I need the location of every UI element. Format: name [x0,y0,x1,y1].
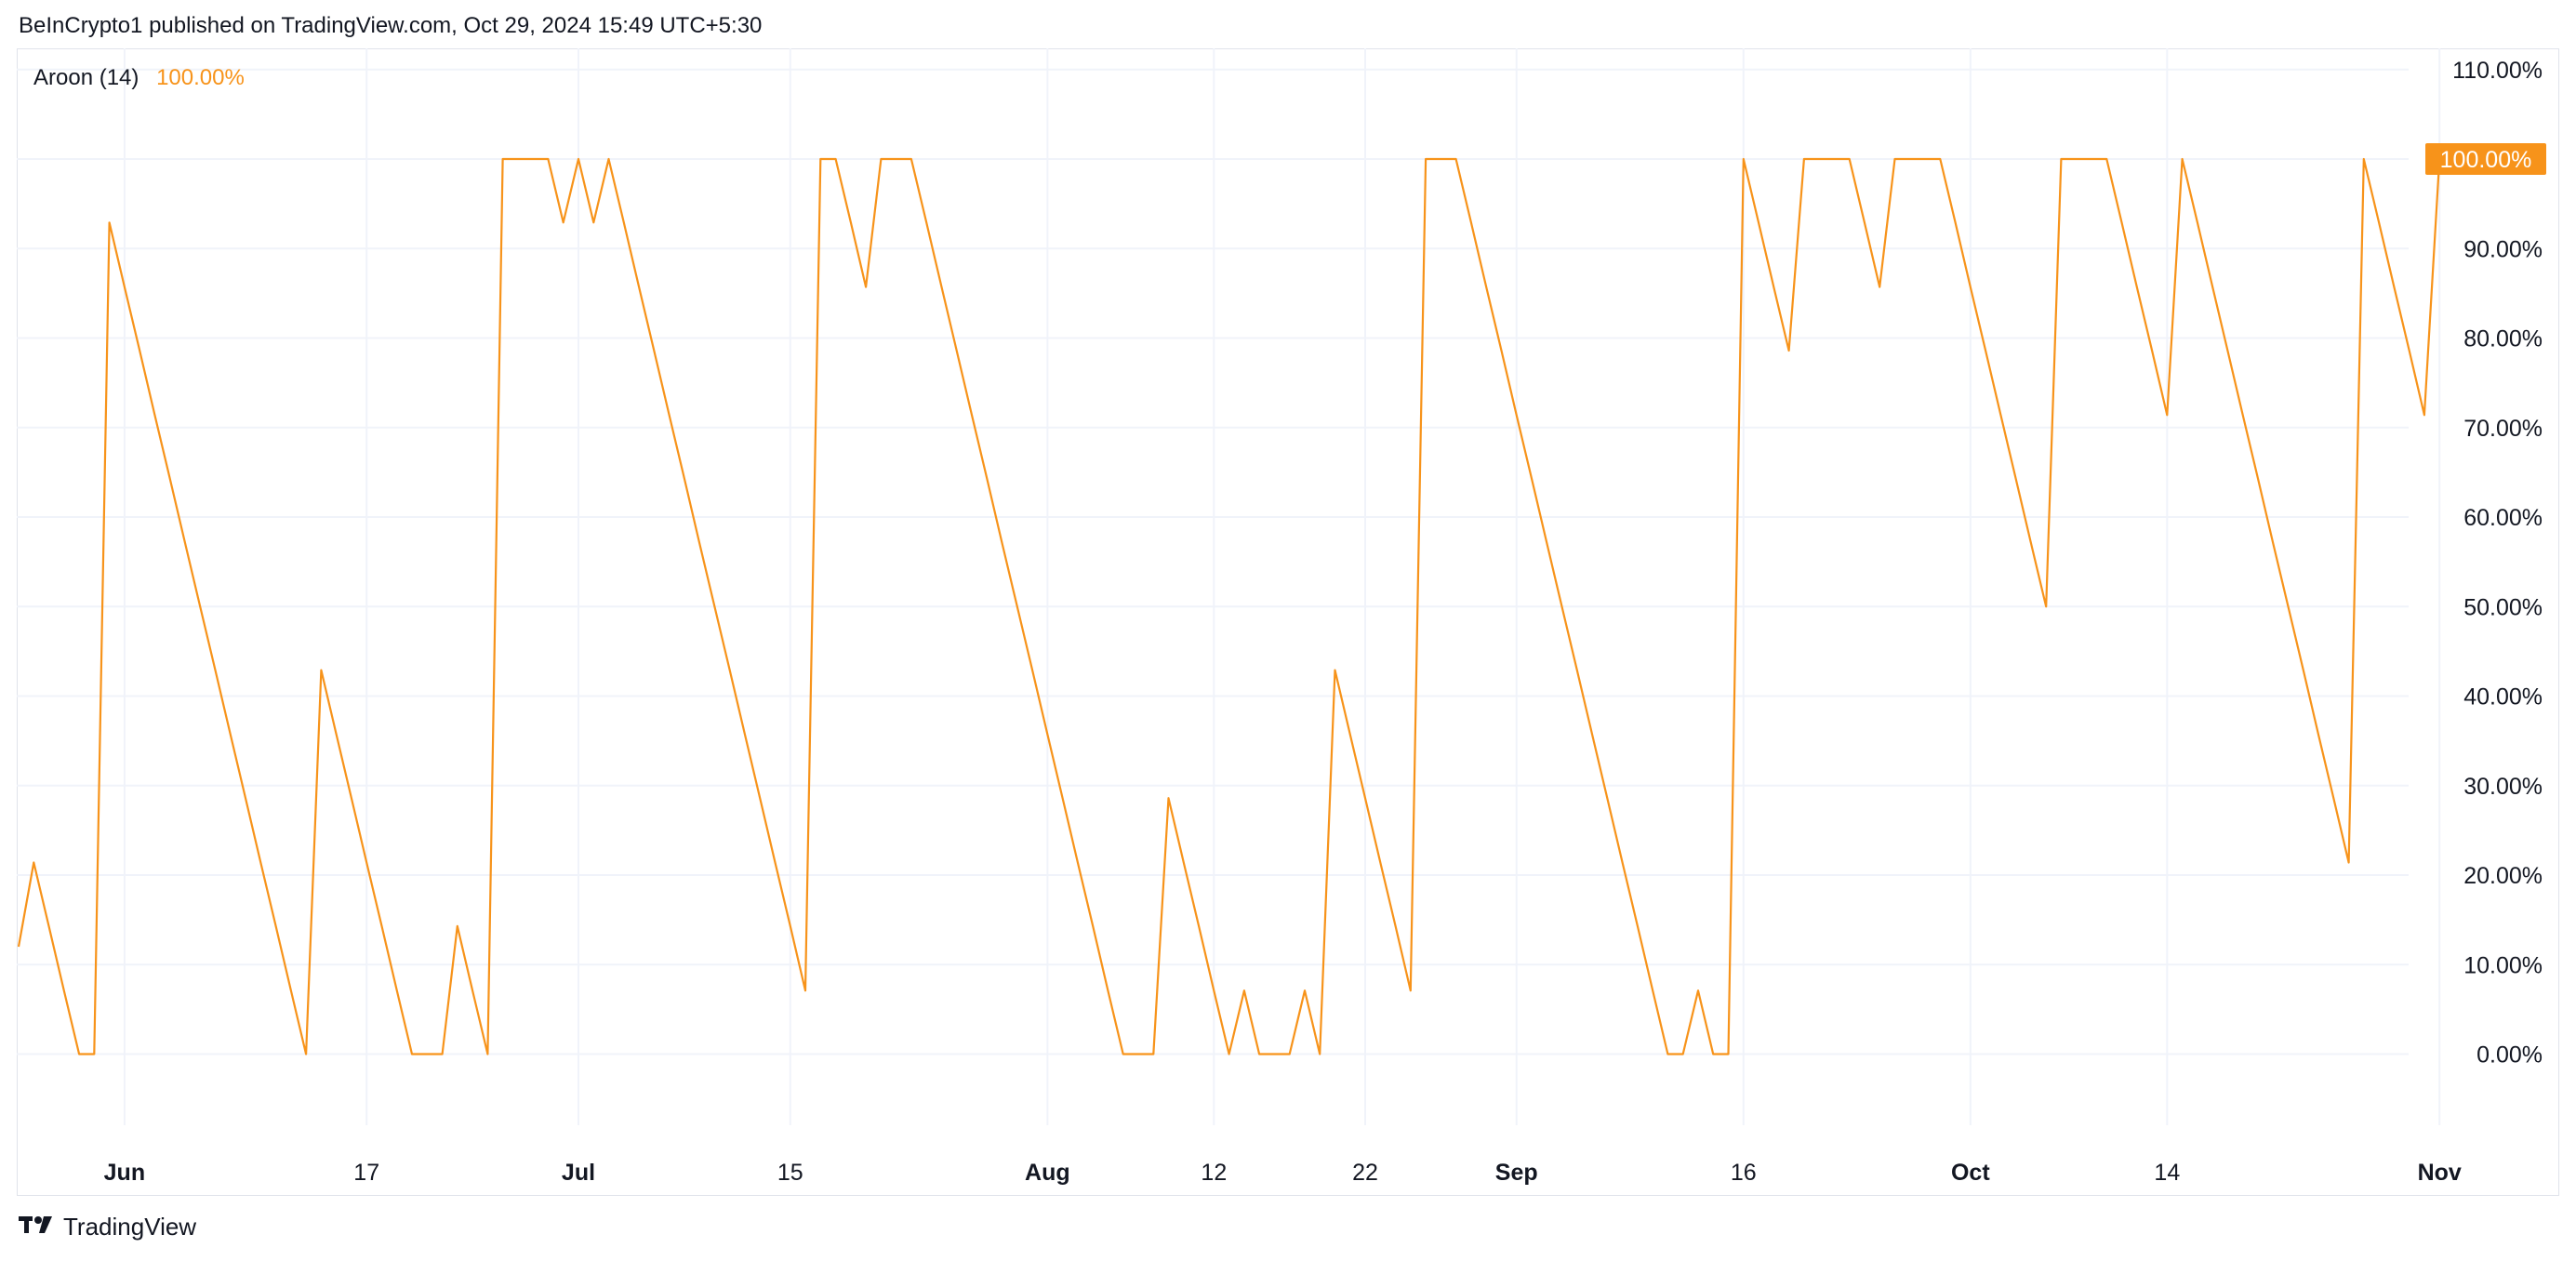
y-tick-label: 30.00% [2463,774,2543,800]
published-by-header: BeInCrypto1 published on TradingView.com… [19,13,763,38]
footer-brand-name: TradingView [63,1213,197,1241]
grid-layer [17,48,2441,1125]
y-tick-label: 20.00% [2463,863,2543,889]
x-axis[interactable]: Jun 17 Jul 15 Aug 12 22 Sep 16 Oct 14 Nov [104,1160,2462,1186]
current-value-badge: 100.00% [2425,143,2546,175]
aroon-chart[interactable]: 110.00% 100.00% 90.00% 80.00% 70.00% 60.00% 50… [0,0,2576,1209]
y-tick-label: 0.00% [2476,1042,2543,1069]
series-layer [17,157,2441,1055]
aroon-series-line [17,157,2441,1055]
chart-pane[interactable] [17,48,2559,1196]
x-tick-label: Jun [104,1160,145,1186]
y-tick-label: 50.00% [2463,594,2543,620]
indicator-name[interactable]: Aroon (14) [33,65,139,90]
y-tick-label: 60.00% [2463,505,2543,531]
y-axis[interactable]: 110.00%100.00%90.00%80.00%70.00%60.00%50… [2450,58,2543,1069]
x-tick-label: 22 [1352,1160,1378,1186]
x-tick-label: Sep [1495,1160,1538,1186]
y-tick-label: 70.00% [2463,416,2543,442]
y-tick-label: 40.00% [2463,684,2543,710]
x-tick-label: Jul [562,1160,595,1186]
y-tick-label: 10.00% [2463,952,2543,978]
current-value-badge-label: 100.00% [2440,147,2532,173]
x-tick-label: Nov [2418,1160,2462,1186]
x-tick-label: 15 [777,1160,803,1186]
x-tick-label: 14 [2154,1160,2180,1186]
x-tick-label: 16 [1731,1160,1757,1186]
footer-brand[interactable]: TradingView [19,1213,196,1241]
indicator-legend[interactable]: Aroon (14) 100.00% [33,65,245,91]
y-tick-label: 90.00% [2463,236,2543,262]
tradingview-logo-icon [19,1213,56,1241]
current-value-badge-bg [2425,143,2546,175]
x-tick-label: Aug [1025,1160,1070,1186]
indicator-value: 100.00% [156,65,245,90]
y-tick-label: 80.00% [2463,326,2543,352]
y-tick-label: 110.00% [2452,58,2543,84]
x-tick-label: Oct [1951,1160,1990,1186]
x-tick-label: 17 [353,1160,379,1186]
x-tick-label: 12 [1201,1160,1227,1186]
